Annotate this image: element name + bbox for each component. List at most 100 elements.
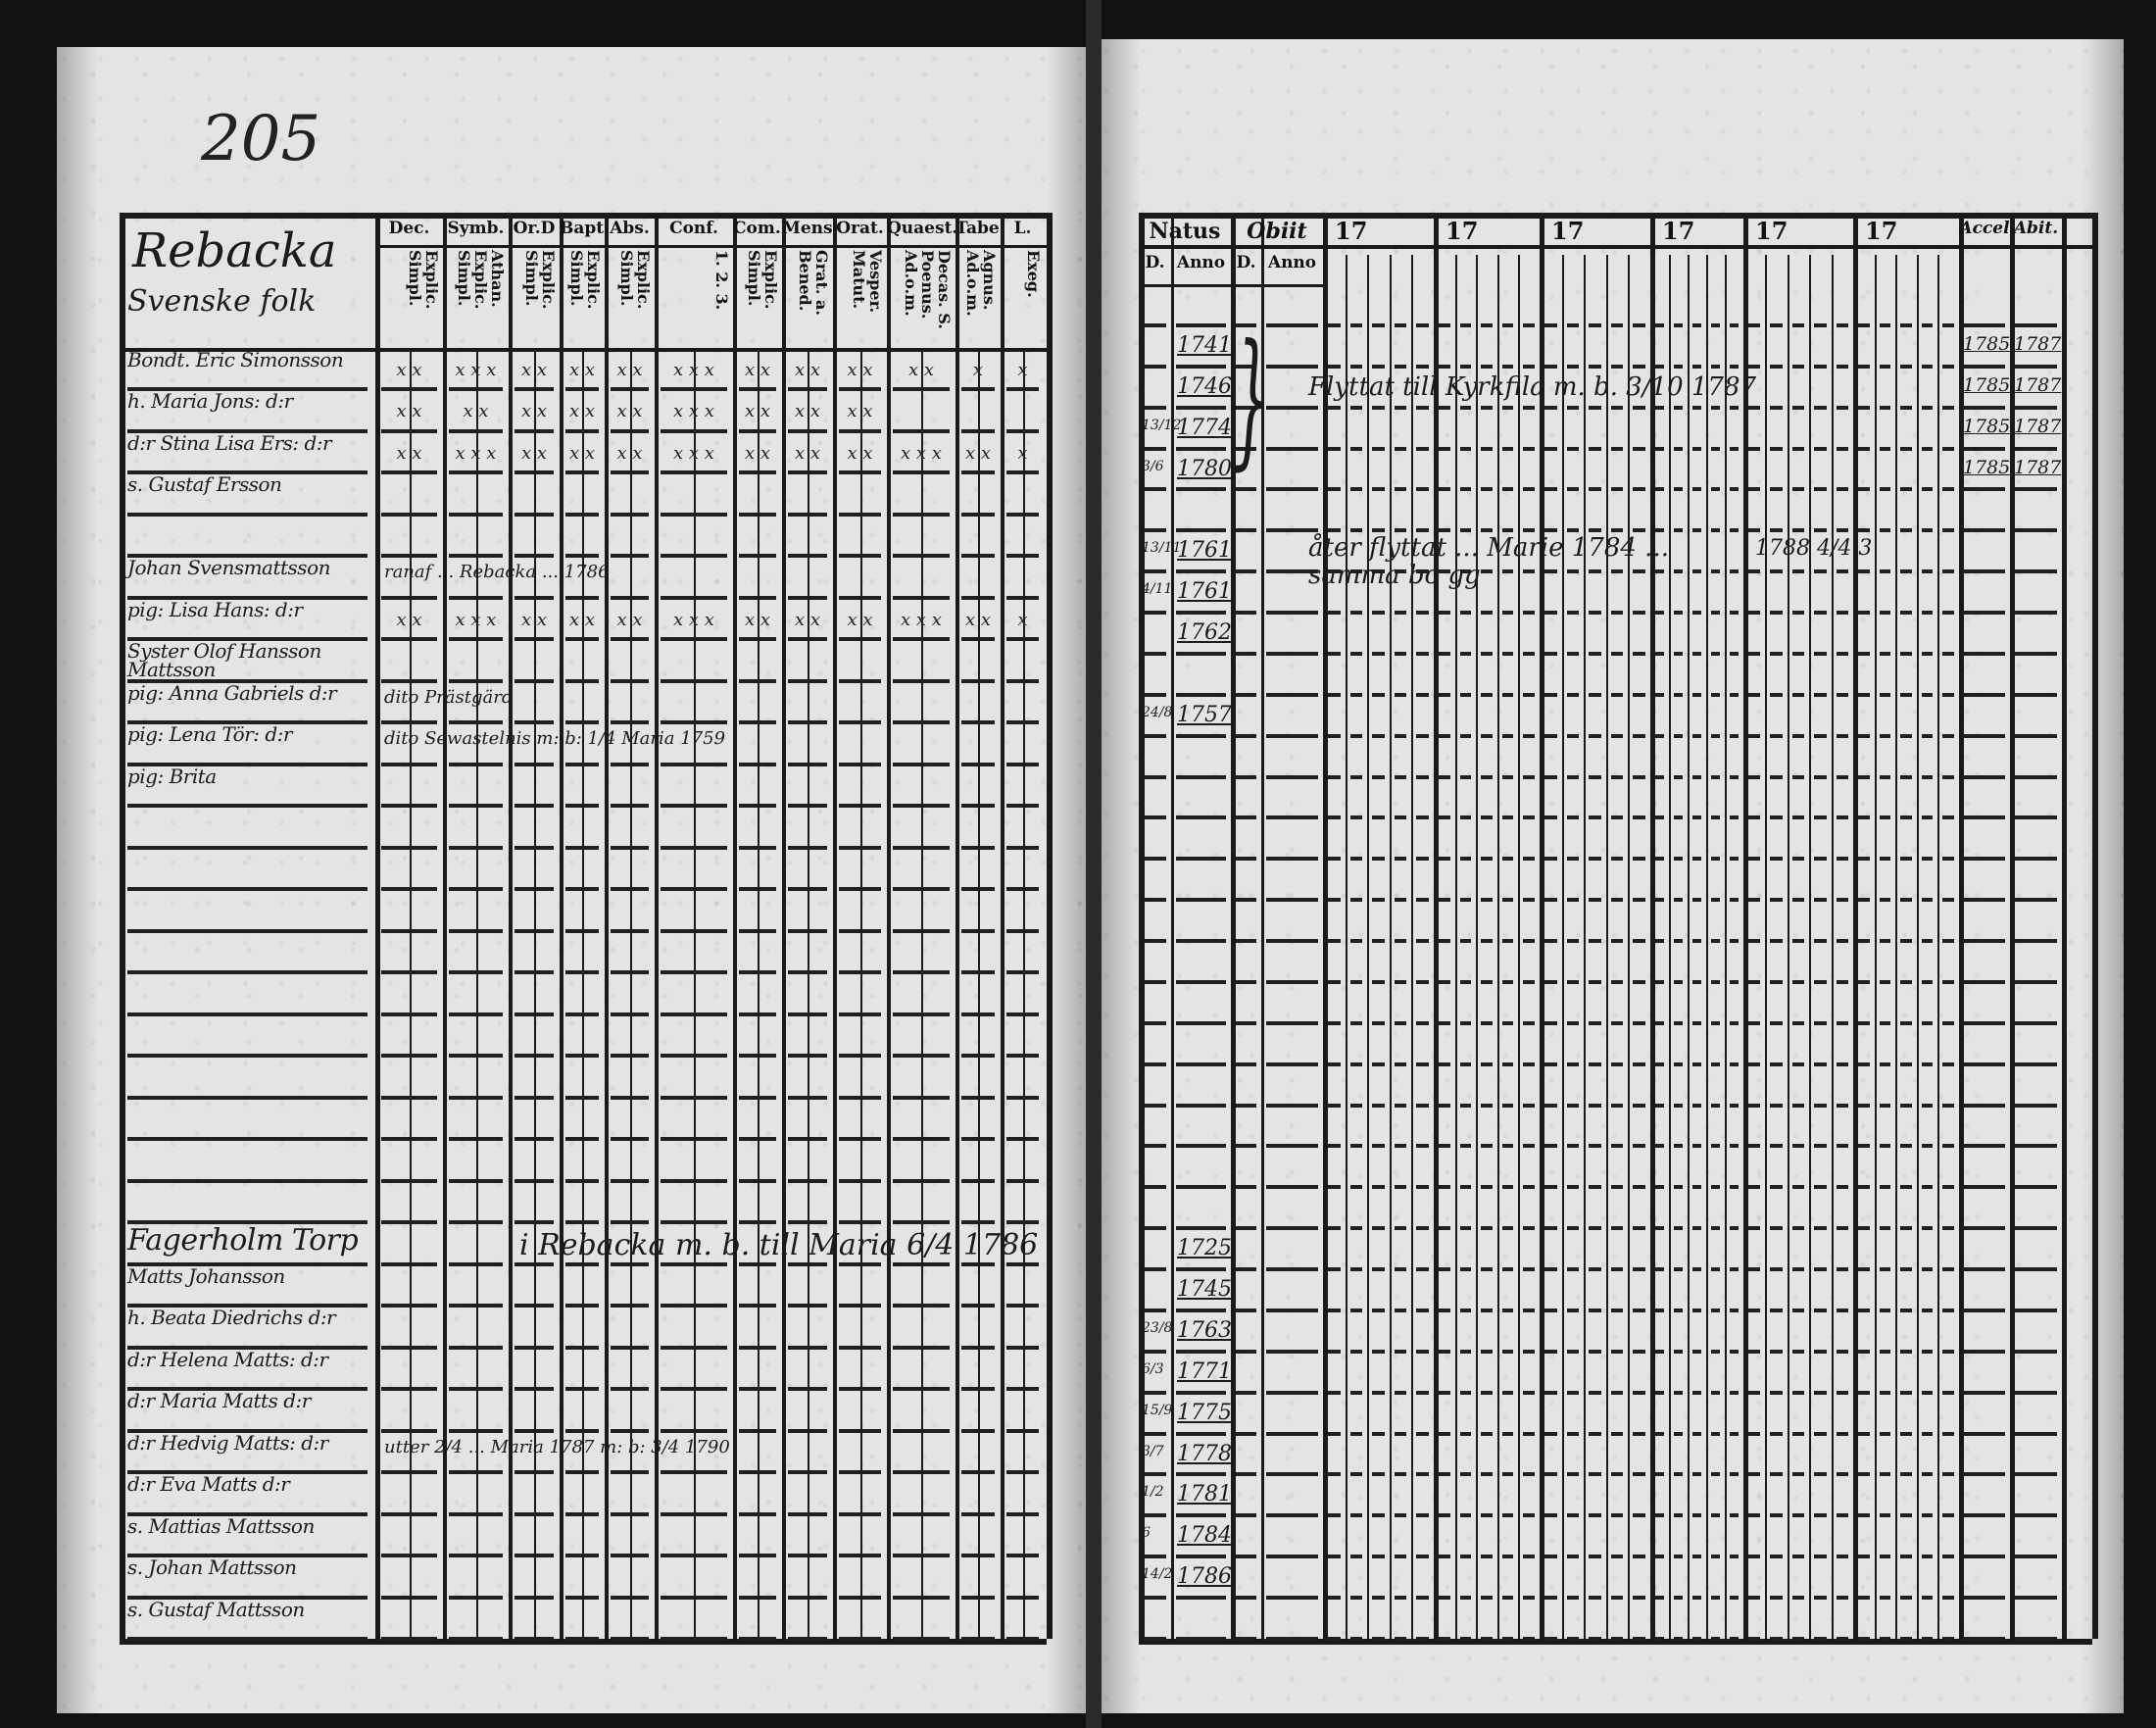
row-rule <box>514 1387 554 1392</box>
row-rule <box>1858 979 1870 984</box>
row-rule <box>1236 1103 1256 1108</box>
row-rule <box>1633 405 1645 410</box>
row-rule <box>1814 1103 1827 1108</box>
birth-day: 3/7 <box>1142 1443 1164 1459</box>
row-rule <box>1879 1061 1891 1066</box>
row-rule <box>1566 1020 1580 1025</box>
row-rule <box>1858 815 1870 820</box>
row-rule <box>1921 651 1934 656</box>
row-rule <box>1879 1020 1891 1025</box>
row-rule <box>1674 1185 1683 1190</box>
row-rule <box>1501 1555 1514 1559</box>
row-rule <box>1791 1267 1805 1272</box>
rule-line <box>1022 348 1025 1639</box>
row-rule <box>1921 1431 1934 1436</box>
row-rule <box>1791 857 1805 862</box>
row-rule <box>1481 979 1493 984</box>
row-rule <box>1814 1349 1827 1354</box>
row-rule <box>1372 487 1385 492</box>
mark-cell: x x <box>794 401 821 422</box>
mark-cell: x x <box>847 609 873 630</box>
name-rule <box>127 428 368 433</box>
row-rule <box>1416 1185 1429 1190</box>
row-rule <box>1328 939 1341 944</box>
row-rule <box>1416 857 1429 862</box>
row-rule <box>1236 1267 1256 1272</box>
row-rule <box>1748 611 1761 616</box>
row-rule <box>839 637 881 642</box>
row-rule <box>1879 1431 1891 1436</box>
row-rule <box>1730 815 1739 820</box>
row-rule <box>1266 1144 1318 1149</box>
row-rule <box>1655 1103 1664 1108</box>
row-rule <box>1006 1304 1039 1308</box>
row-rule <box>381 845 437 850</box>
row-rule <box>611 1178 649 1183</box>
row-rule <box>1523 651 1535 656</box>
row-rule <box>1349 1103 1363 1108</box>
row-rule <box>1836 1020 1848 1025</box>
mark-cell: x x <box>568 401 596 422</box>
row-rule <box>1748 1185 1761 1190</box>
row-rule <box>1610 405 1624 410</box>
row-rule <box>1176 1513 1226 1518</box>
row-rule <box>1006 1595 1039 1600</box>
row-rule <box>565 1178 599 1183</box>
row-rule <box>1439 446 1450 451</box>
row-rule <box>1266 651 1318 656</box>
row-rule <box>1501 1103 1514 1108</box>
row-rule <box>739 1012 776 1016</box>
rule-line <box>1139 1639 2092 1645</box>
row-rule <box>1144 651 1166 656</box>
row-rule <box>1814 979 1827 984</box>
row-rule <box>1879 446 1891 451</box>
row-rule <box>1501 1226 1514 1231</box>
row-rule <box>1730 1472 1739 1477</box>
row-rule <box>1748 364 1761 369</box>
row-rule <box>1501 1513 1514 1518</box>
row-rule <box>1610 1513 1624 1518</box>
row-rule <box>1674 364 1683 369</box>
row-rule <box>1236 611 1256 616</box>
mark-cell: x x <box>964 609 992 630</box>
row-rule <box>1266 446 1318 451</box>
row-rule <box>565 470 599 475</box>
row-rule <box>1176 1349 1226 1354</box>
row-rule <box>1692 733 1701 738</box>
row-rule <box>1633 487 1645 492</box>
rule-line <box>1171 213 1174 1639</box>
row-rule <box>1394 611 1407 616</box>
rule-line <box>1139 245 2092 249</box>
row-rule <box>1439 1267 1450 1272</box>
row-rule <box>1730 1185 1739 1190</box>
row-rule <box>1459 898 1472 903</box>
row-rule <box>2015 405 2057 410</box>
row-rule <box>611 428 649 433</box>
abit-year: 1787 <box>2014 373 2062 396</box>
row-rule <box>893 1012 950 1016</box>
mark-cell: x <box>1017 442 1028 464</box>
row-rule <box>1730 364 1739 369</box>
row-rule <box>611 470 649 475</box>
row-rule <box>1481 364 1493 369</box>
rule-line <box>1047 213 1053 1639</box>
rule-line <box>2092 213 2098 1639</box>
row-rule <box>1236 1555 1256 1559</box>
row-rule <box>1692 405 1701 410</box>
row-rule <box>1711 774 1720 779</box>
row-rule <box>1836 405 1848 410</box>
mark-cell: x x <box>847 401 873 422</box>
row-rule <box>2015 1185 2057 1190</box>
row-rule <box>1266 611 1318 616</box>
row-rule <box>1006 554 1039 559</box>
row-rule <box>1394 1020 1407 1025</box>
row-rule <box>565 428 599 433</box>
row-rule <box>1692 692 1701 697</box>
row-rule <box>1900 322 1912 327</box>
row-rule <box>1770 1226 1783 1231</box>
row-rule <box>1566 815 1580 820</box>
row-rule <box>565 1012 599 1016</box>
row-rule <box>1610 733 1624 738</box>
row-rule <box>1836 1349 1848 1354</box>
row-rule <box>1394 405 1407 410</box>
